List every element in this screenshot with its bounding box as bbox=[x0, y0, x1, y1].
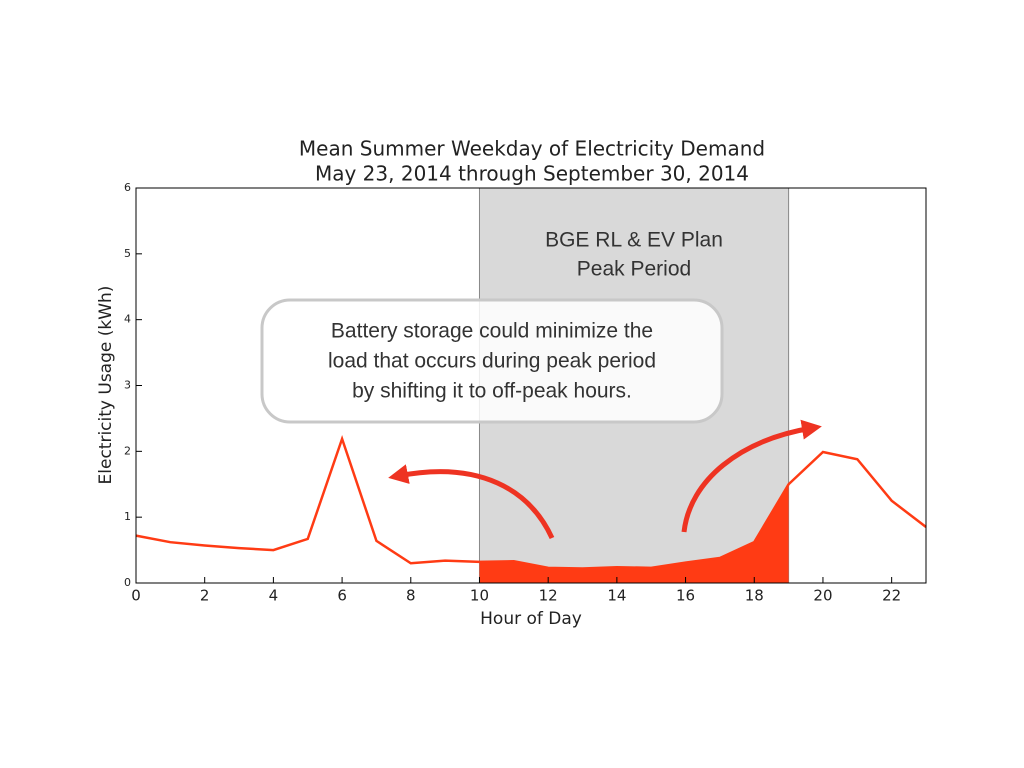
plot-frame bbox=[135, 187, 927, 584]
callout-text: by shifting it to off-peak hours. bbox=[352, 380, 632, 403]
y-tick-label: 6 bbox=[124, 181, 131, 194]
x-tick-label: 16 bbox=[676, 587, 695, 605]
x-tick-label: 14 bbox=[607, 587, 626, 605]
x-tick-label: 2 bbox=[200, 587, 210, 605]
demand-line bbox=[135, 434, 927, 570]
peak-label: Peak Period bbox=[577, 258, 691, 281]
arrow-right bbox=[681, 419, 822, 533]
x-tick-label: 12 bbox=[539, 587, 558, 605]
callout-text: Battery storage could minimize the bbox=[331, 320, 653, 343]
y-tick-label: 4 bbox=[124, 313, 131, 326]
y-tick-label: 5 bbox=[124, 247, 131, 260]
x-axis-label: Hour of Day bbox=[480, 609, 582, 629]
peak-label: BGE RL & EV Plan bbox=[545, 229, 723, 252]
callout-text: load that occurs during peak period bbox=[328, 350, 656, 373]
y-tick-label: 1 bbox=[124, 510, 131, 523]
x-tick-label: 8 bbox=[406, 587, 416, 605]
x-tick-label: 20 bbox=[813, 587, 832, 605]
x-tick-label: 22 bbox=[882, 587, 901, 605]
x-tick-label: 0 bbox=[131, 587, 141, 605]
callout-box bbox=[260, 298, 724, 424]
peak-area bbox=[479, 484, 789, 583]
chart-title: Mean Summer Weekday of Electricity Deman… bbox=[299, 137, 765, 161]
y-axis-label: Electricity Usage (kWh) bbox=[96, 286, 116, 485]
y-tick-label: 3 bbox=[124, 379, 131, 392]
y-tick-label: 2 bbox=[124, 444, 131, 457]
x-tick-label: 10 bbox=[470, 587, 489, 605]
y-tick-label: 0 bbox=[124, 576, 131, 589]
x-tick-label: 6 bbox=[337, 587, 347, 605]
chart-title: May 23, 2014 through September 30, 2014 bbox=[315, 162, 749, 186]
x-tick-label: 4 bbox=[269, 587, 279, 605]
x-tick-label: 18 bbox=[745, 587, 764, 605]
arrow-left bbox=[388, 464, 555, 540]
